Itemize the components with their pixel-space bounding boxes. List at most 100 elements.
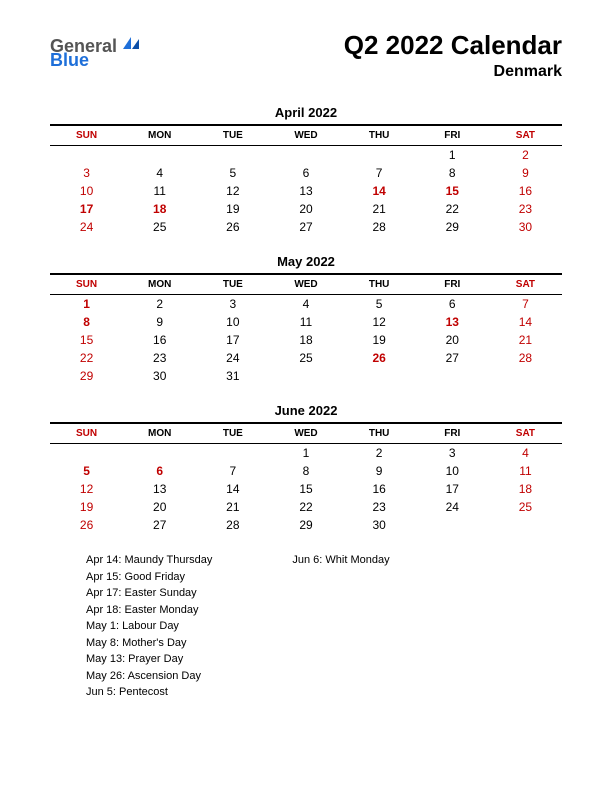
day-cell: 11 bbox=[489, 462, 562, 480]
day-cell: 3 bbox=[196, 295, 269, 314]
day-cell: 25 bbox=[269, 349, 342, 367]
day-cell: 26 bbox=[50, 516, 123, 534]
day-header: THU bbox=[343, 125, 416, 146]
title-block: Q2 2022 Calendar Denmark bbox=[344, 30, 562, 81]
week-row: 15161718192021 bbox=[50, 331, 562, 349]
day-cell bbox=[196, 146, 269, 165]
holiday-item: Jun 6: Whit Monday bbox=[292, 552, 389, 569]
day-cell: 14 bbox=[489, 313, 562, 331]
day-cell: 6 bbox=[416, 295, 489, 314]
day-cell: 4 bbox=[123, 164, 196, 182]
day-cell: 8 bbox=[50, 313, 123, 331]
week-row: 891011121314 bbox=[50, 313, 562, 331]
day-cell: 8 bbox=[416, 164, 489, 182]
day-cell: 19 bbox=[343, 331, 416, 349]
day-header: SAT bbox=[489, 274, 562, 295]
holiday-item: May 1: Labour Day bbox=[86, 618, 212, 635]
day-cell: 12 bbox=[343, 313, 416, 331]
week-row: 1234 bbox=[50, 444, 562, 463]
day-cell: 14 bbox=[343, 182, 416, 200]
day-cell: 25 bbox=[123, 218, 196, 236]
day-header: TUE bbox=[196, 423, 269, 444]
day-cell: 9 bbox=[343, 462, 416, 480]
day-cell: 5 bbox=[50, 462, 123, 480]
week-row: 22232425262728 bbox=[50, 349, 562, 367]
day-cell: 15 bbox=[50, 331, 123, 349]
day-cell: 8 bbox=[269, 462, 342, 480]
day-header: SUN bbox=[50, 125, 123, 146]
day-cell bbox=[269, 146, 342, 165]
holidays-column-right: Jun 6: Whit Monday bbox=[292, 552, 389, 701]
day-cell bbox=[489, 516, 562, 534]
day-header: WED bbox=[269, 423, 342, 444]
day-cell: 1 bbox=[416, 146, 489, 165]
day-cell bbox=[196, 444, 269, 463]
calendar-table: SUNMONTUEWEDTHUFRISAT1234567891011121314… bbox=[50, 273, 562, 385]
day-cell bbox=[343, 146, 416, 165]
day-header: TUE bbox=[196, 274, 269, 295]
day-cell: 9 bbox=[123, 313, 196, 331]
day-header: FRI bbox=[416, 274, 489, 295]
day-cell: 20 bbox=[269, 200, 342, 218]
week-row: 293031 bbox=[50, 367, 562, 385]
day-cell: 7 bbox=[489, 295, 562, 314]
day-cell: 17 bbox=[50, 200, 123, 218]
holidays-section: Apr 14: Maundy ThursdayApr 15: Good Frid… bbox=[50, 552, 562, 701]
day-cell: 24 bbox=[50, 218, 123, 236]
day-cell: 24 bbox=[196, 349, 269, 367]
holiday-item: May 13: Prayer Day bbox=[86, 651, 212, 668]
day-cell: 22 bbox=[416, 200, 489, 218]
day-cell: 15 bbox=[269, 480, 342, 498]
day-header: SUN bbox=[50, 274, 123, 295]
day-cell: 29 bbox=[50, 367, 123, 385]
day-cell: 1 bbox=[50, 295, 123, 314]
day-header: THU bbox=[343, 274, 416, 295]
day-cell: 2 bbox=[343, 444, 416, 463]
day-cell: 7 bbox=[343, 164, 416, 182]
day-header: MON bbox=[123, 274, 196, 295]
day-cell: 31 bbox=[196, 367, 269, 385]
day-header: TUE bbox=[196, 125, 269, 146]
day-cell: 20 bbox=[123, 498, 196, 516]
day-header: SUN bbox=[50, 423, 123, 444]
holiday-item: Apr 14: Maundy Thursday bbox=[86, 552, 212, 569]
day-cell: 10 bbox=[196, 313, 269, 331]
day-header: MON bbox=[123, 125, 196, 146]
day-cell: 5 bbox=[196, 164, 269, 182]
day-cell: 13 bbox=[123, 480, 196, 498]
sail-icon bbox=[121, 35, 141, 56]
week-row: 3456789 bbox=[50, 164, 562, 182]
month-block: June 2022SUNMONTUEWEDTHUFRISAT1234567891… bbox=[50, 403, 562, 534]
day-cell: 10 bbox=[416, 462, 489, 480]
header: General Q2 2022 Calendar Denmark bbox=[50, 30, 562, 81]
day-cell: 18 bbox=[123, 200, 196, 218]
day-header: SAT bbox=[489, 423, 562, 444]
logo-text-blue: Blue bbox=[50, 50, 89, 70]
holiday-item: Apr 17: Easter Sunday bbox=[86, 585, 212, 602]
week-row: 12131415161718 bbox=[50, 480, 562, 498]
day-cell: 15 bbox=[416, 182, 489, 200]
day-cell: 14 bbox=[196, 480, 269, 498]
day-cell: 3 bbox=[416, 444, 489, 463]
day-cell: 27 bbox=[269, 218, 342, 236]
week-row: 1234567 bbox=[50, 295, 562, 314]
holidays-column-left: Apr 14: Maundy ThursdayApr 15: Good Frid… bbox=[86, 552, 212, 701]
day-cell bbox=[123, 146, 196, 165]
day-cell: 23 bbox=[343, 498, 416, 516]
day-header: FRI bbox=[416, 125, 489, 146]
day-cell: 1 bbox=[269, 444, 342, 463]
day-cell: 21 bbox=[196, 498, 269, 516]
month-title: May 2022 bbox=[50, 254, 562, 269]
month-block: April 2022SUNMONTUEWEDTHUFRISAT123456789… bbox=[50, 105, 562, 236]
day-cell bbox=[343, 367, 416, 385]
day-cell: 7 bbox=[196, 462, 269, 480]
day-cell: 26 bbox=[196, 218, 269, 236]
day-cell: 18 bbox=[489, 480, 562, 498]
week-row: 2627282930 bbox=[50, 516, 562, 534]
logo-line2: Blue bbox=[50, 50, 89, 71]
week-row: 17181920212223 bbox=[50, 200, 562, 218]
day-cell: 23 bbox=[123, 349, 196, 367]
day-header: SAT bbox=[489, 125, 562, 146]
day-cell: 10 bbox=[50, 182, 123, 200]
calendar-table: SUNMONTUEWEDTHUFRISAT1234567891011121314… bbox=[50, 124, 562, 236]
